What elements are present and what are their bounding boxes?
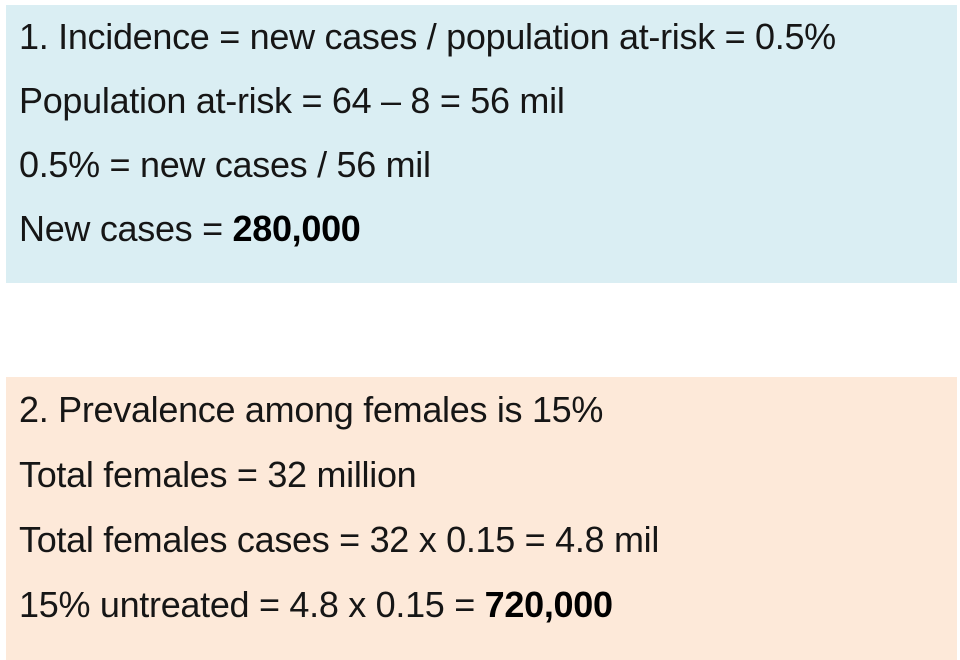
calc-line: Total females = 32 million <box>19 442 957 507</box>
calc-line-text: Population at-risk = 64 – 8 = 56 mil <box>19 80 565 121</box>
calc-line-bold-result: 720,000 <box>484 584 613 625</box>
calc-line: Population at-risk = 64 – 8 = 56 mil <box>19 69 957 133</box>
calc-line: 0.5% = new cases / 56 mil <box>19 133 957 197</box>
calc-line-bold-result: 280,000 <box>232 208 361 249</box>
calc-line: 2. Prevalence among females is 15% <box>19 377 957 442</box>
calc-line-text: 1. Incidence = new cases / population at… <box>19 16 836 57</box>
calc-line-text: 0.5% = new cases / 56 mil <box>19 144 431 185</box>
calc-line: New cases = 280,000 <box>19 197 957 261</box>
calc-line-text: Total females = 32 million <box>19 454 417 495</box>
calc-line: 15% untreated = 4.8 x 0.15 = 720,000 <box>19 572 957 637</box>
calc-line-text: 15% untreated = 4.8 x 0.15 = <box>19 584 485 625</box>
calc-line: Total females cases = 32 x 0.15 = 4.8 mi… <box>19 507 957 572</box>
calc-line-text: 2. Prevalence among females is 15% <box>19 389 604 430</box>
prevalence-calculation-box: 2. Prevalence among females is 15% Total… <box>6 377 957 660</box>
calc-line-text: Total females cases = 32 x 0.15 = 4.8 mi… <box>19 519 660 560</box>
incidence-calculation-box: 1. Incidence = new cases / population at… <box>6 5 957 283</box>
calc-line-text: New cases = <box>19 208 233 249</box>
calc-line: 1. Incidence = new cases / population at… <box>19 5 957 69</box>
